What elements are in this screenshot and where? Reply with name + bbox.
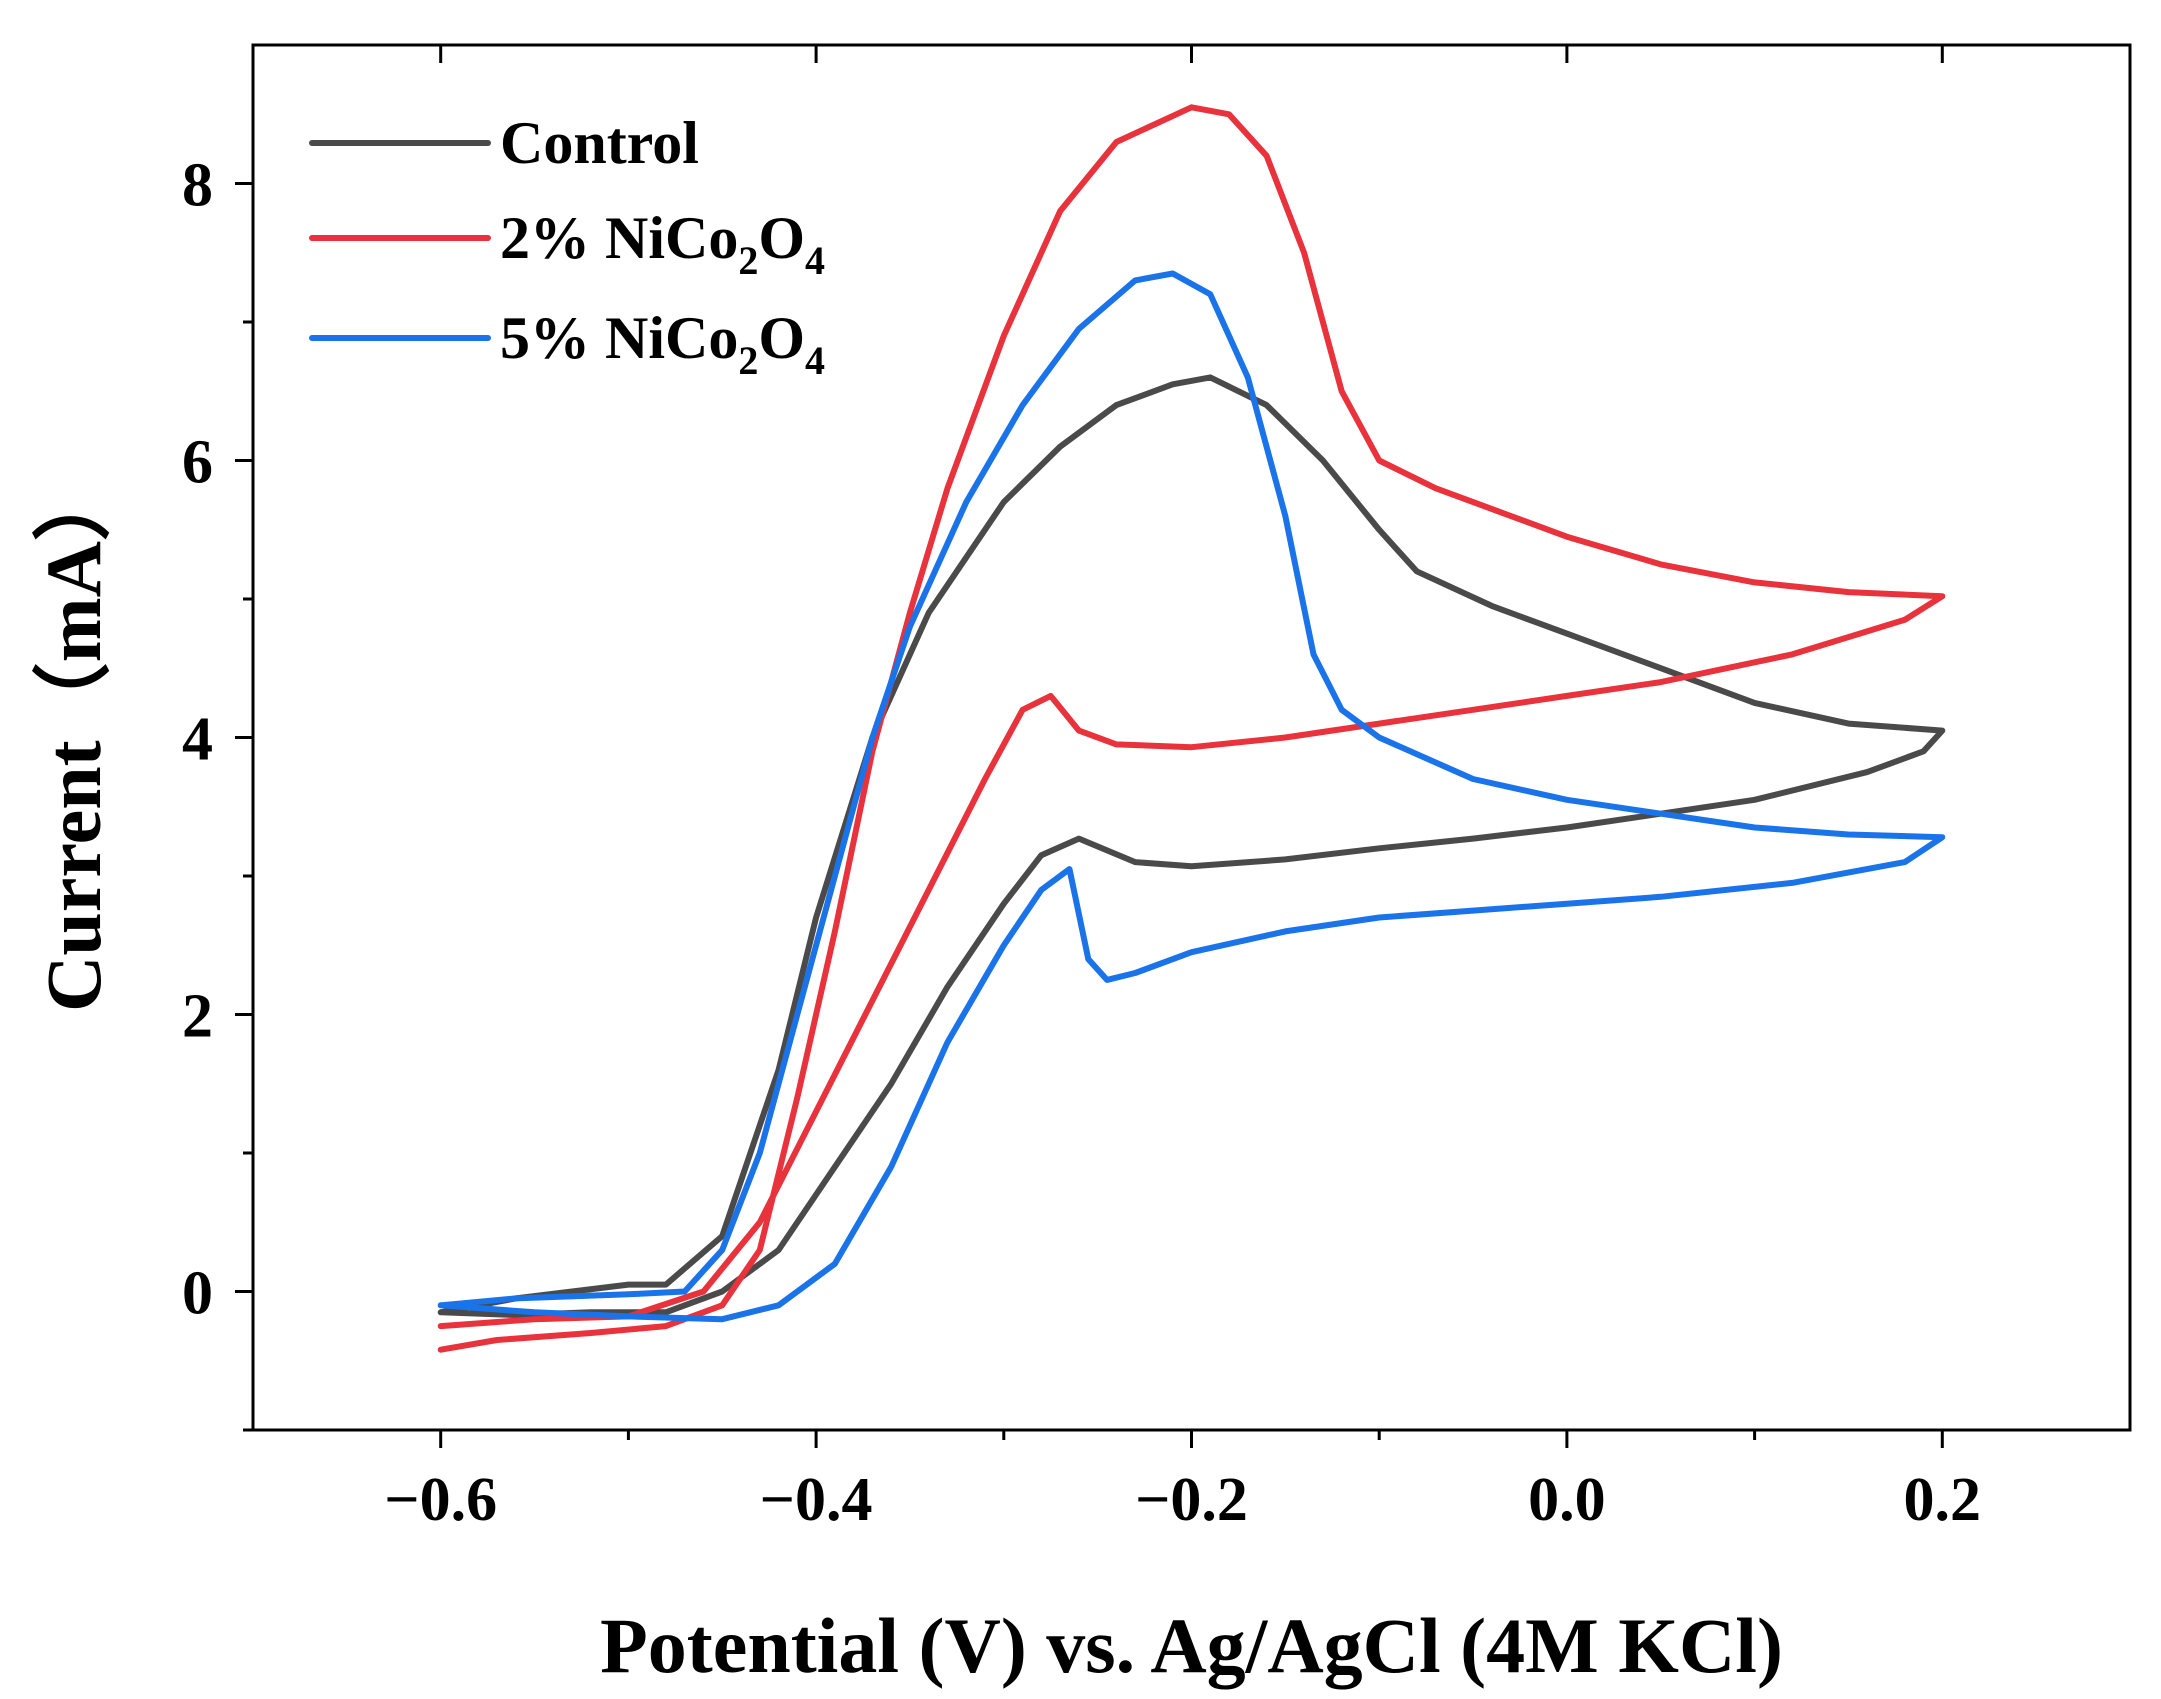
series-line-1 bbox=[437, 104, 1946, 1353]
y-axis-ticks: 0 2 4 6 8 bbox=[182, 152, 253, 1432]
x-tick-label: −0.6 bbox=[384, 1466, 497, 1534]
x-axis-ticks: −0.6 −0.4 −0.2 0.0 0.2 bbox=[384, 45, 1981, 1534]
y-tick-label: 2 bbox=[182, 983, 213, 1051]
x-tick-label: −0.2 bbox=[1135, 1466, 1248, 1534]
legend: Control 2% NiCo2O4 5% NiCo2O4 bbox=[309, 110, 825, 383]
x-tick-label: 0.2 bbox=[1904, 1466, 1982, 1534]
legend-label-control: Control bbox=[500, 110, 699, 176]
series-line-2 bbox=[437, 270, 1946, 1323]
x-tick-label: 0.0 bbox=[1528, 1466, 1606, 1534]
legend-label-2pct: 2% NiCo2O4 bbox=[500, 205, 825, 283]
y-tick-label: 8 bbox=[182, 152, 213, 220]
legend-label-5pct: 5% NiCo2O4 bbox=[500, 305, 825, 383]
x-axis-title: Potential (V) vs. Ag/AgCl (4M KCl) bbox=[600, 1602, 1783, 1689]
y-tick-label: 6 bbox=[182, 429, 213, 497]
y-axis-title: Current（mA） bbox=[30, 463, 117, 1012]
y-tick-label: 4 bbox=[182, 706, 213, 774]
series-group bbox=[437, 104, 1946, 1353]
x-tick-label: −0.4 bbox=[760, 1466, 873, 1534]
y-tick-label: 0 bbox=[182, 1260, 213, 1328]
series-line-0 bbox=[437, 374, 1946, 1318]
